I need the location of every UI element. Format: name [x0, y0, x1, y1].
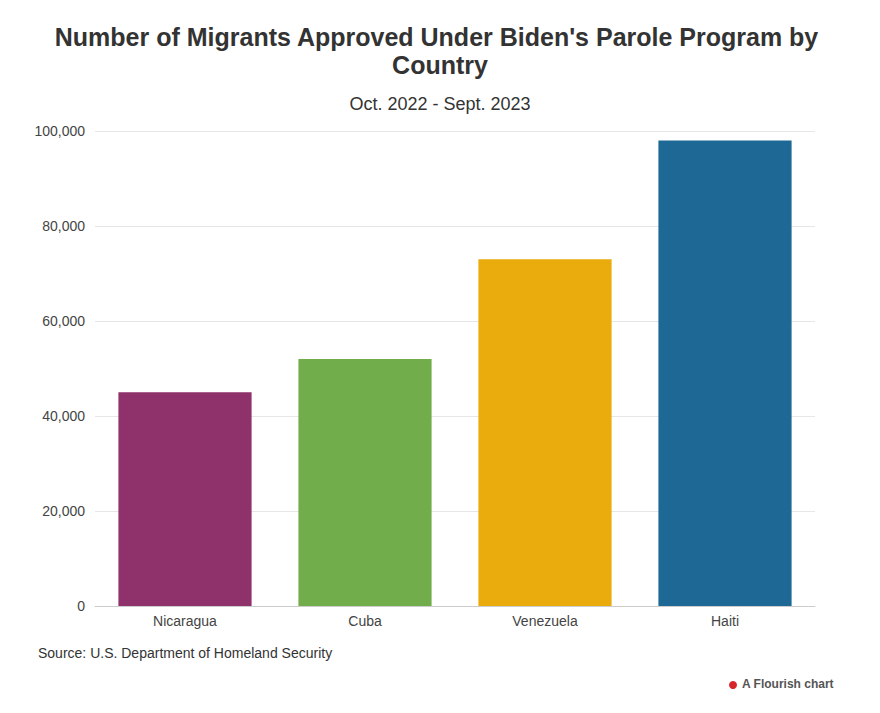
svg-text:80,000: 80,000	[42, 218, 85, 234]
svg-text:20,000: 20,000	[42, 503, 85, 519]
svg-text:Nicaragua: Nicaragua	[153, 613, 217, 629]
svg-text:Cuba: Cuba	[348, 613, 382, 629]
svg-text:Source: U.S. Department of Hom: Source: U.S. Department of Homeland Secu…	[38, 645, 332, 661]
svg-text:Oct. 2022 - Sept. 2023: Oct. 2022 - Sept. 2023	[349, 94, 530, 114]
svg-text:Number of Migrants Approved Un: Number of Migrants Approved Under Biden'…	[55, 23, 825, 51]
svg-text:40,000: 40,000	[42, 408, 85, 424]
svg-text:Country: Country	[392, 51, 488, 79]
svg-text:0: 0	[77, 598, 85, 614]
svg-text:60,000: 60,000	[42, 313, 85, 329]
svg-text:Venezuela: Venezuela	[512, 613, 578, 629]
svg-text:100,000: 100,000	[34, 123, 85, 139]
svg-text:Haiti: Haiti	[711, 613, 739, 629]
svg-text:A Flourish chart: A Flourish chart	[742, 677, 834, 691]
